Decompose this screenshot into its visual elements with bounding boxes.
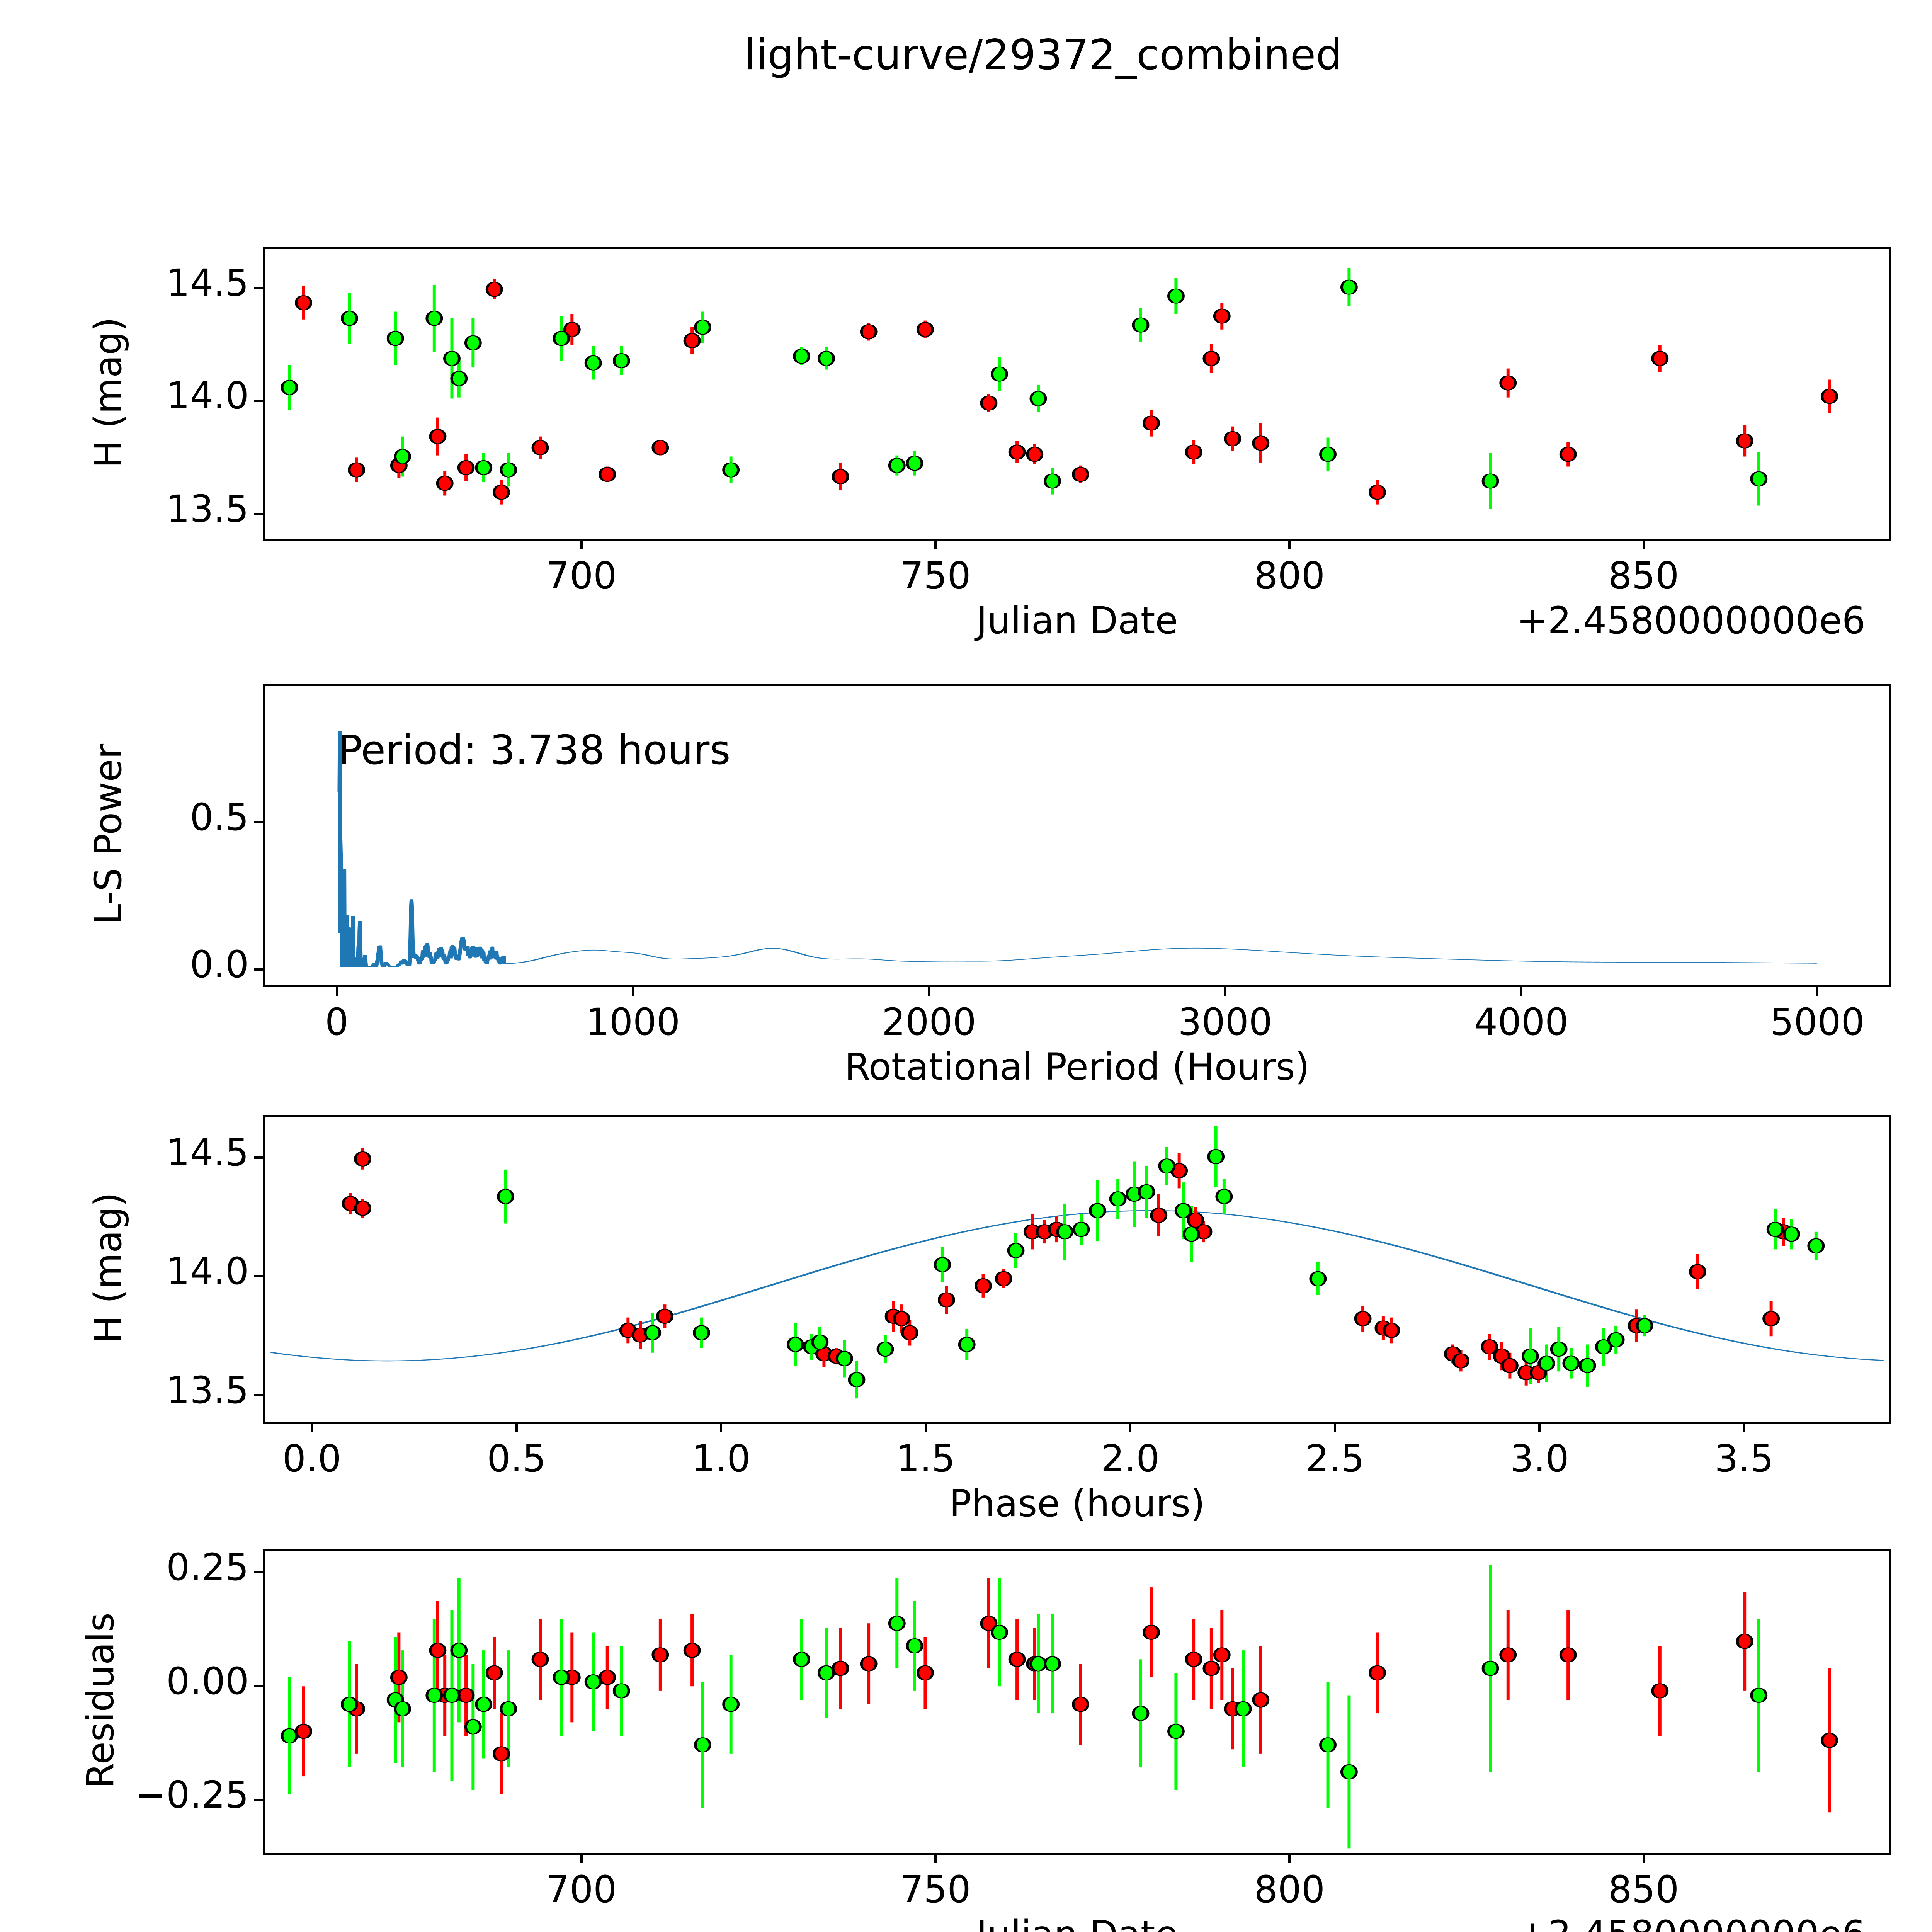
panel3-x-tickmark (311, 1424, 313, 1432)
panel2-x-ticklabel: 2000 (882, 1000, 976, 1044)
panel2-x-ticklabel: 4000 (1474, 1000, 1569, 1044)
panel3-x-ticklabel: 2.0 (1100, 1437, 1160, 1480)
panel2-x-ticklabel: 3000 (1178, 1000, 1272, 1044)
phasefold-plot-area (270, 1126, 1884, 1399)
panel3-x-tickmark (1538, 1424, 1541, 1432)
panel4-y-ticklabel: −0.25 (135, 1773, 249, 1817)
panel1-x-ticklabel: 700 (546, 554, 617, 597)
panel3-y-ticklabel: 14.0 (166, 1250, 249, 1293)
panel4-x-tickmark (580, 1855, 583, 1863)
panel1-x-ticklabel: 800 (1254, 554, 1325, 597)
panel2-x-tickmark (335, 987, 338, 996)
panel4-y-ticklabel: 0.25 (166, 1545, 249, 1589)
panel1-x-tickmark (1642, 541, 1645, 549)
panel4-x-axis-label: Julian Date (263, 1913, 1891, 1932)
panel3-x-ticklabel: 1.0 (691, 1437, 751, 1480)
panel4-x-ticklabel: 850 (1608, 1868, 1679, 1911)
panel2-x-ticklabel: 5000 (1770, 1000, 1865, 1044)
panel2-y-ticklabel: 0.0 (190, 943, 249, 986)
panel1-y-ticklabel: 14.0 (166, 374, 249, 418)
panel3-y-tickmark (254, 1156, 263, 1159)
panel3-y-tickmark (254, 1275, 263, 1278)
panel3-x-tickmark (1333, 1424, 1336, 1432)
panel1-x-ticklabel: 750 (900, 554, 971, 597)
panel2-x-tickmark (1520, 987, 1523, 996)
panel4-x-tickmark (1288, 1855, 1291, 1863)
period-annotation: Period: 3.738 hours (338, 726, 731, 774)
panel3-y-ticklabel: 14.5 (166, 1131, 249, 1174)
panel3-x-ticklabel: 2.5 (1305, 1437, 1365, 1480)
panel3-x-ticklabel: 0.0 (282, 1437, 342, 1480)
panel-lightcurve (263, 247, 1891, 541)
panel4-y-ticklabel: 0.00 (166, 1659, 249, 1703)
panel1-y-ticklabel: 13.5 (166, 487, 249, 531)
panel2-x-tickmark (1816, 987, 1819, 996)
panel3-x-axis-label: Phase (hours) (949, 1482, 1205, 1525)
panel2-x-ticklabel: 1000 (585, 1000, 680, 1044)
panel3-x-tickmark (1743, 1424, 1745, 1432)
residuals-plot-area (281, 1565, 1838, 1849)
panel4-x-ticklabel: 700 (546, 1868, 617, 1911)
panel2-y-tickmark (254, 821, 263, 824)
panel1-x-tickmark (1288, 541, 1291, 549)
panel1-x-tickmark (580, 541, 583, 549)
panel-periodogram (263, 684, 1891, 987)
periodogram-plot-area (337, 731, 1818, 967)
panel3-y-ticklabel: 13.5 (166, 1369, 249, 1412)
panel2-x-axis-label: Rotational Period (Hours) (844, 1045, 1310, 1088)
panel1-x-ticklabel: 850 (1608, 554, 1679, 597)
panel2-x-tickmark (631, 987, 634, 996)
panel1-y-tickmark (254, 287, 263, 289)
panel4-x-ticklabel: 750 (900, 1868, 971, 1911)
panel4-x-tickmark (934, 1855, 937, 1863)
panel3-x-ticklabel: 0.5 (487, 1437, 546, 1480)
panel2-x-tickmark (1224, 987, 1226, 996)
panel1-y-ticklabel: 14.5 (166, 261, 249, 305)
figure-title: light-curve/29372_combined (744, 31, 1342, 79)
panel4-y-tickmark (254, 1799, 263, 1801)
panel3-y-tickmark (254, 1394, 263, 1397)
panel4-y-tickmark (254, 1685, 263, 1687)
panel2-y-ticklabel: 0.5 (190, 796, 249, 839)
panel4-x-tickmark (1642, 1855, 1645, 1863)
panel4-y-axis-label: Residuals (79, 1612, 122, 1789)
panel1-y-tickmark (254, 512, 263, 515)
panel1-y-tickmark (254, 400, 263, 402)
panel-phasefold (263, 1115, 1891, 1424)
panel3-x-tickmark (924, 1424, 927, 1432)
panel3-x-ticklabel: 1.5 (896, 1437, 955, 1480)
panel2-x-tickmark (928, 987, 930, 996)
panel3-x-tickmark (720, 1424, 723, 1432)
panel-residuals (263, 1549, 1891, 1855)
panel4-x-ticklabel: 800 (1254, 1868, 1325, 1911)
panel2-y-tickmark (254, 968, 263, 971)
panel3-x-ticklabel: 3.5 (1714, 1437, 1774, 1480)
panel4-y-tickmark (254, 1571, 263, 1573)
panel2-x-ticklabel: 0 (325, 1000, 349, 1044)
panel3-x-tickmark (515, 1424, 518, 1432)
panel1-x-axis-label: Julian Date (976, 599, 1178, 642)
panel3-x-tickmark (1129, 1424, 1132, 1432)
panel3-x-ticklabel: 3.0 (1510, 1437, 1569, 1480)
lightcurve-plot-area (281, 268, 1838, 509)
panel4-x-offset-text: +2.4580000000e6 (1517, 1913, 1866, 1932)
panel1-x-offset-text: +2.4580000000e6 (1517, 599, 1866, 642)
panel1-x-tickmark (934, 541, 937, 549)
